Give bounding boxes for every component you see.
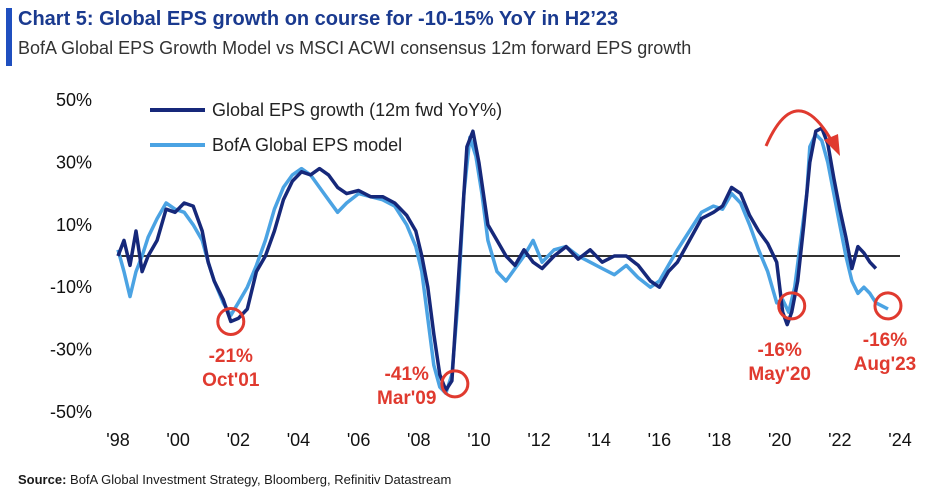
x-tick-label: '98 xyxy=(106,430,129,450)
y-tick-label: -50% xyxy=(50,402,92,422)
red-arrow-annotation xyxy=(764,109,832,147)
annotation-date: Aug'23 xyxy=(854,354,917,375)
legend: Global EPS growth (12m fwd YoY%) BofA Glo… xyxy=(150,100,502,155)
source-note: Source: BofA Global Investment Strategy,… xyxy=(18,472,451,487)
annotation-value: -41% xyxy=(385,364,429,385)
annotation-date: Mar'09 xyxy=(377,388,436,409)
y-tick-label: -10% xyxy=(50,277,92,297)
annotation-date: May'20 xyxy=(748,364,811,385)
y-axis-ticks: 50% 30% 10% -10% -30% -50% xyxy=(50,90,92,422)
x-tick-label: '24 xyxy=(888,430,911,450)
x-tick-label: '04 xyxy=(287,430,310,450)
annotation-circle xyxy=(440,369,470,399)
y-tick-label: 30% xyxy=(56,152,92,172)
y-tick-label: 50% xyxy=(56,90,92,110)
annotation-circle xyxy=(873,291,903,321)
x-tick-label: '02 xyxy=(227,430,250,450)
x-axis-ticks: '98 '00 '02 '04 '06 '08 '10 '12 '14 '16 '18 '20 '22 '… xyxy=(106,430,911,450)
arrowhead-icon xyxy=(824,134,840,156)
chart-title: Chart 5: Global EPS growth on course for… xyxy=(18,8,619,30)
annotation-value: -21% xyxy=(209,346,253,367)
annotation-date: Oct'01 xyxy=(202,370,260,391)
x-tick-label: '08 xyxy=(407,430,430,450)
legend-label-bofa-model: BofA Global EPS model xyxy=(212,135,402,155)
x-tick-label: '18 xyxy=(708,430,731,450)
x-tick-label: '10 xyxy=(467,430,490,450)
source-text: BofA Global Investment Strategy, Bloombe… xyxy=(70,472,452,487)
y-tick-label: 10% xyxy=(56,215,92,235)
x-tick-label: '12 xyxy=(527,430,550,450)
x-tick-label: '14 xyxy=(587,430,610,450)
chart-subtitle: BofA Global EPS Growth Model vs MSCI ACW… xyxy=(18,38,692,58)
annotation-value: -16% xyxy=(863,330,907,351)
x-tick-label: '22 xyxy=(828,430,851,450)
annotations: -21% Oct'01 -41% Mar'09 -16% May'20 -16% Aug'23 xyxy=(202,291,917,409)
legend-label-eps-growth: Global EPS growth (12m fwd YoY%) xyxy=(212,100,502,120)
x-tick-label: '16 xyxy=(648,430,671,450)
title-accent-bar xyxy=(6,8,12,66)
annotation-circle xyxy=(777,291,807,321)
series-line-eps-growth xyxy=(116,126,878,392)
annotation-circle xyxy=(216,307,246,337)
x-tick-label: '00 xyxy=(166,430,189,450)
source-label: Source: xyxy=(18,472,67,487)
annotation-value: -16% xyxy=(758,340,802,361)
x-tick-label: '20 xyxy=(768,430,791,450)
x-tick-label: '06 xyxy=(347,430,370,450)
y-tick-label: -30% xyxy=(50,340,92,360)
